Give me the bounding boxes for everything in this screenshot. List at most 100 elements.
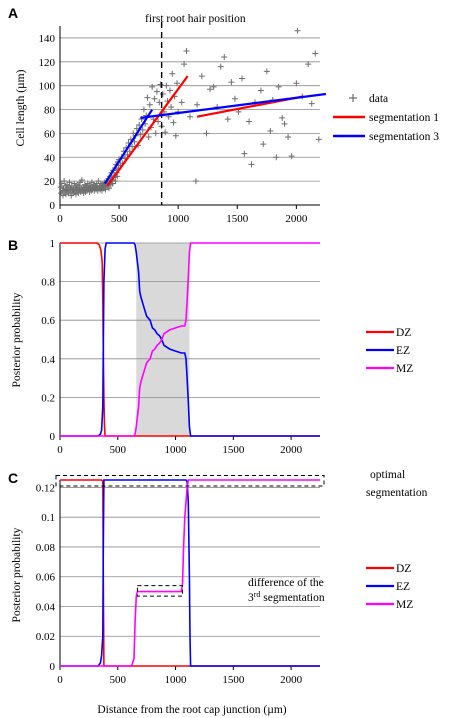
data-point bbox=[248, 161, 255, 168]
panel-c-xtick-label: 500 bbox=[110, 674, 127, 686]
panel-c-ytick-label: 0.04 bbox=[36, 601, 56, 613]
panel-b-xtick-label: 0 bbox=[57, 444, 63, 456]
panel-c-ytick-label: 0.08 bbox=[36, 542, 56, 554]
data-point bbox=[169, 70, 176, 77]
panel-b-series-ez bbox=[60, 242, 320, 437]
panel-b-ytick-label: 0.4 bbox=[41, 354, 55, 366]
data-point bbox=[239, 75, 245, 82]
panel-a-ylabel: Cell length (µm) bbox=[15, 69, 27, 146]
data-point bbox=[166, 87, 173, 94]
data-point bbox=[293, 80, 300, 87]
data-point bbox=[163, 82, 170, 89]
panel-b-ytick-label: 1 bbox=[50, 238, 56, 250]
data-point bbox=[153, 88, 160, 95]
data-point bbox=[145, 133, 152, 140]
data-point bbox=[57, 184, 64, 191]
data-point bbox=[246, 118, 253, 125]
data-point bbox=[210, 83, 217, 90]
data-point bbox=[285, 133, 292, 140]
data-point bbox=[106, 185, 113, 192]
panel-c-ytick-label: 0.02 bbox=[36, 631, 55, 643]
data-point bbox=[81, 181, 88, 188]
panel-a-legend-marker bbox=[349, 94, 357, 102]
data-point bbox=[187, 113, 193, 120]
panel-b-ylabel: Posterior probability bbox=[11, 292, 23, 387]
panel-c-annotation-optimal-1: optimal bbox=[370, 469, 405, 481]
data-point bbox=[260, 141, 267, 148]
panel-c-ytick-label: 0.06 bbox=[36, 572, 56, 584]
panel-b-ytick-label: 0.6 bbox=[41, 315, 55, 327]
data-point bbox=[137, 131, 144, 138]
panel-a-annotation: first root hair position bbox=[145, 13, 246, 25]
data-point bbox=[129, 143, 136, 150]
panel-b-xtick-label: 1000 bbox=[165, 444, 188, 456]
panel-a-fit-line bbox=[140, 92, 327, 119]
data-point bbox=[71, 180, 78, 187]
data-point bbox=[192, 178, 199, 185]
panel-a-xtick-label: 1000 bbox=[167, 213, 190, 225]
panel-a-ytick-label: 100 bbox=[39, 81, 56, 93]
panel-c-difference-box bbox=[136, 585, 183, 597]
panel-c-legend-label: DZ bbox=[396, 563, 411, 575]
data-point bbox=[224, 116, 231, 123]
data-point bbox=[257, 87, 264, 94]
panel-c-xtick-label: 1500 bbox=[222, 674, 245, 686]
panel-a-ytick-label: 60 bbox=[44, 128, 56, 140]
data-point bbox=[155, 118, 162, 125]
data-point bbox=[168, 104, 175, 111]
panel-c-ylabel: Posterior probability bbox=[11, 527, 23, 622]
data-point bbox=[144, 94, 151, 101]
data-point bbox=[152, 130, 159, 137]
data-point bbox=[312, 50, 319, 57]
data-point bbox=[273, 154, 280, 161]
panel-b-series-mz bbox=[60, 242, 320, 437]
panel-c-series-ez bbox=[60, 479, 320, 667]
panel-b-ytick-label: 0.8 bbox=[41, 277, 55, 289]
panel-b-xtick-label: 1500 bbox=[222, 444, 245, 456]
data-point bbox=[263, 68, 270, 75]
data-point bbox=[241, 150, 248, 157]
data-point bbox=[305, 61, 312, 68]
data-point bbox=[231, 95, 238, 102]
data-point bbox=[181, 61, 188, 68]
data-point bbox=[172, 132, 179, 139]
data-point bbox=[159, 91, 166, 98]
panel-c-annotation-difference-1: difference of the bbox=[248, 577, 324, 589]
panel-a-ytick-label: 120 bbox=[39, 57, 56, 69]
data-point bbox=[112, 178, 119, 185]
data-point bbox=[198, 73, 205, 80]
data-point bbox=[275, 83, 282, 90]
panel-a-fit-line bbox=[106, 75, 189, 187]
panel-b-legend-label: EZ bbox=[396, 345, 410, 357]
data-point bbox=[267, 128, 274, 135]
data-point bbox=[78, 176, 85, 183]
data-point bbox=[170, 119, 177, 126]
data-point bbox=[102, 186, 109, 193]
panel-b-ytick-label: 0 bbox=[50, 431, 56, 443]
panel-a-xtick-label: 2000 bbox=[285, 213, 308, 225]
data-point bbox=[279, 114, 286, 121]
data-point bbox=[151, 95, 158, 102]
panel-c-annotation-optimal-2: segmentation bbox=[366, 487, 428, 499]
panel-c-ytick-label: 0 bbox=[50, 661, 56, 673]
panel-a-ytick-label: 140 bbox=[39, 33, 56, 45]
panel-c-optimal-box bbox=[55, 475, 325, 487]
panel-b-label: B bbox=[8, 237, 18, 253]
panel-b-xtick-label: 500 bbox=[110, 444, 127, 456]
data-point bbox=[59, 192, 66, 199]
data-point bbox=[139, 126, 146, 133]
data-point bbox=[281, 120, 288, 127]
data-point bbox=[217, 63, 224, 70]
panel-a-xtick-label: 1500 bbox=[226, 213, 249, 225]
data-point bbox=[61, 178, 68, 185]
panel-a-xtick-label: 0 bbox=[57, 213, 63, 225]
data-point bbox=[308, 100, 315, 107]
panel-c-xtick-label: 1000 bbox=[165, 674, 188, 686]
panel-c-xlabel: Distance from the root cap junction (µm) bbox=[97, 704, 286, 716]
panel-c-ytick-label: 0.1 bbox=[41, 512, 55, 524]
panel-c-xtick-label: 2000 bbox=[280, 674, 303, 686]
data-point bbox=[66, 179, 73, 186]
data-point bbox=[207, 86, 214, 93]
panel-a-legend-label: segmentation 3 bbox=[369, 131, 439, 143]
